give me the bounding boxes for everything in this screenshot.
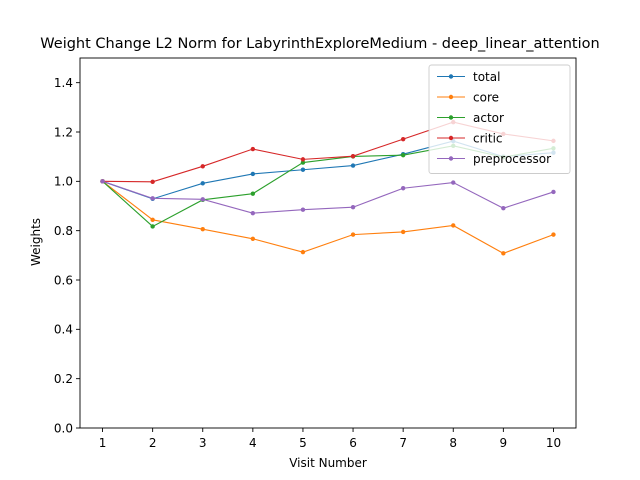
data-point-core — [300, 249, 306, 255]
y-tick-label: 0.8 — [54, 224, 73, 238]
data-point-core — [451, 223, 456, 228]
x-tick-label: 2 — [149, 436, 157, 450]
data-point-core — [501, 251, 506, 256]
series-line-core — [102, 180, 554, 254]
y-tick-label: 0.0 — [54, 421, 73, 435]
data-point-total — [300, 167, 306, 172]
legend-marker-total — [448, 74, 454, 79]
legend-label-core: core — [473, 90, 499, 104]
data-point-actor — [300, 160, 306, 165]
data-point-preprocessor — [551, 189, 556, 195]
data-point-preprocessor — [501, 206, 506, 211]
data-point-preprocessor — [100, 179, 105, 184]
y-tick-label: 0.2 — [54, 372, 73, 386]
x-axis-label: Visit Number — [289, 456, 367, 470]
x-tick-label: 1 — [99, 436, 107, 450]
data-point-preprocessor — [400, 186, 406, 191]
chart-title: Weight Change L2 Norm for LabyrinthExplo… — [40, 36, 599, 52]
data-point-total — [350, 163, 356, 168]
data-point-critic — [150, 179, 155, 185]
data-point-critic — [400, 136, 406, 142]
data-point-core — [400, 229, 406, 235]
legend-label-critic: critic — [473, 131, 503, 145]
x-tick-label: 6 — [349, 436, 357, 450]
x-tick-label: 5 — [299, 436, 307, 450]
data-point-preprocessor — [350, 205, 356, 210]
x-tick-label: 3 — [199, 436, 207, 450]
x-tick-label: 9 — [500, 436, 508, 450]
series-line-preprocessor — [102, 180, 554, 214]
data-point-core — [551, 232, 556, 237]
data-point-critic — [350, 153, 356, 159]
data-point-total — [250, 171, 256, 177]
y-axis-label: Weights — [29, 218, 43, 266]
data-point-critic — [200, 164, 205, 169]
y-tick-label: 1.0 — [54, 175, 73, 189]
axes-layer: 1 2 3 4 5 6 7 8 9 10 0.0 0.2 0.4 0.6 0.8 1.0 1.2 1.4 — [54, 57, 577, 450]
data-point-core — [350, 232, 356, 237]
data-point-core — [150, 217, 155, 223]
x-tick-label: 7 — [399, 436, 407, 450]
x-tick-label: 4 — [249, 436, 257, 450]
data-point-core — [250, 236, 256, 242]
data-point-preprocessor — [150, 196, 155, 201]
data-point-preprocessor — [250, 210, 256, 216]
legend-label-preprocessor: preprocessor — [473, 152, 551, 166]
data-point-preprocessor — [451, 180, 456, 185]
y-tick-label: 0.4 — [54, 323, 73, 337]
y-tick-label: 0.6 — [54, 273, 73, 287]
data-point-actor — [150, 224, 155, 229]
plot-frame — [79, 57, 577, 429]
data-point-actor — [250, 191, 256, 196]
data-point-critic — [300, 157, 306, 162]
legend: total core actor critic preprocessor — [428, 64, 571, 174]
data-point-core — [200, 226, 205, 232]
x-tick-label: 10 — [546, 436, 561, 450]
legend-label-actor: actor — [473, 111, 504, 125]
legend-label-total: total — [473, 70, 500, 84]
legend-marker-core — [448, 94, 454, 100]
y-tick-label: 1.4 — [54, 76, 73, 90]
x-tick-label: 8 — [449, 436, 457, 450]
data-point-preprocessor — [200, 197, 205, 202]
data-point-critic — [250, 146, 256, 152]
legend-marker-preprocessor — [448, 156, 454, 161]
y-tick-label: 1.2 — [54, 125, 73, 139]
legend-marker-actor — [448, 115, 454, 120]
data-point-total — [200, 181, 205, 186]
data-point-preprocessor — [300, 207, 306, 212]
legend-box — [428, 64, 571, 174]
legend-marker-critic — [448, 135, 454, 141]
data-point-actor — [400, 152, 406, 158]
